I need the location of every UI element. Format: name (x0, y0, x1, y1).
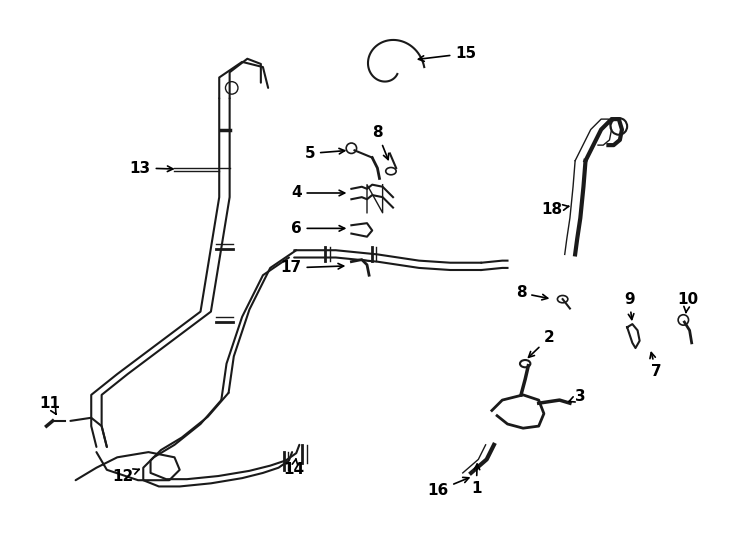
Text: 15: 15 (418, 46, 476, 62)
Text: 2: 2 (528, 330, 554, 357)
Text: 5: 5 (305, 146, 345, 161)
Text: 4: 4 (291, 186, 345, 200)
Text: 16: 16 (427, 477, 469, 498)
Text: 18: 18 (542, 202, 569, 217)
Text: 8: 8 (516, 286, 548, 300)
Text: 10: 10 (677, 292, 698, 313)
Text: 6: 6 (291, 221, 345, 236)
Text: 17: 17 (280, 260, 344, 275)
Text: 12: 12 (112, 469, 139, 483)
Text: 11: 11 (39, 396, 60, 414)
Text: 7: 7 (650, 353, 661, 380)
Text: 13: 13 (130, 160, 173, 176)
Text: 9: 9 (624, 292, 635, 320)
Text: 8: 8 (372, 125, 389, 159)
Text: 3: 3 (569, 389, 586, 404)
Text: 1: 1 (471, 464, 482, 496)
Text: 14: 14 (283, 459, 305, 477)
